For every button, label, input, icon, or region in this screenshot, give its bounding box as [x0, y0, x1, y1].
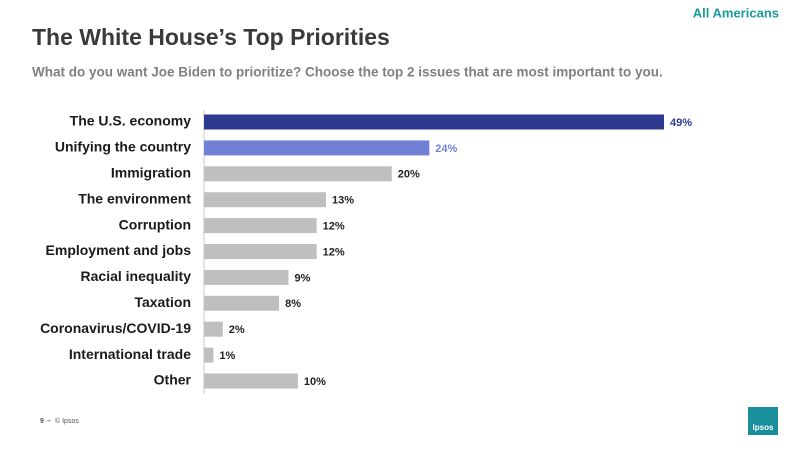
category-label: Racial inequality — [81, 268, 192, 284]
chart-subtitle: What do you want Joe Biden to prioritize… — [32, 65, 663, 80]
category-label: Other — [154, 372, 192, 388]
bar — [204, 218, 317, 234]
bar — [204, 192, 327, 208]
bar — [204, 321, 223, 337]
value-label: 12% — [323, 246, 345, 258]
value-label: 13% — [332, 195, 354, 207]
value-label: 10% — [304, 376, 326, 388]
value-label: 1% — [219, 350, 235, 362]
category-label: International trade — [69, 346, 191, 362]
value-label: 49% — [670, 117, 692, 129]
chart-title: The White House’s Top Priorities — [32, 24, 390, 50]
page-number: 9 — [40, 418, 44, 425]
category-label: Immigration — [111, 165, 191, 181]
header-tag: All Americans — [693, 5, 779, 20]
category-label: Coronavirus/COVID-19 — [40, 320, 191, 336]
bar — [204, 269, 289, 285]
category-label: Employment and jobs — [46, 242, 192, 258]
value-label: 2% — [229, 324, 245, 336]
category-label: Corruption — [119, 216, 191, 232]
bar — [204, 140, 430, 156]
bar — [204, 244, 317, 259]
value-label: 9% — [294, 272, 310, 284]
bar — [204, 373, 298, 389]
logo-text: Ipsos — [753, 423, 774, 432]
bar — [204, 347, 214, 363]
logo-box — [748, 407, 778, 435]
footer-dash: – — [47, 418, 51, 425]
value-label: 24% — [435, 143, 457, 155]
bar — [204, 114, 664, 130]
bar — [204, 166, 392, 182]
category-label: The U.S. economy — [70, 113, 192, 129]
value-label: 12% — [323, 221, 345, 233]
category-label: Unifying the country — [55, 139, 191, 155]
category-label: Taxation — [134, 294, 191, 310]
value-label: 8% — [285, 298, 301, 310]
bar — [204, 295, 280, 311]
value-label: 20% — [398, 169, 420, 181]
copyright: © Ipsos — [55, 417, 79, 425]
category-label: The environment — [78, 190, 191, 206]
